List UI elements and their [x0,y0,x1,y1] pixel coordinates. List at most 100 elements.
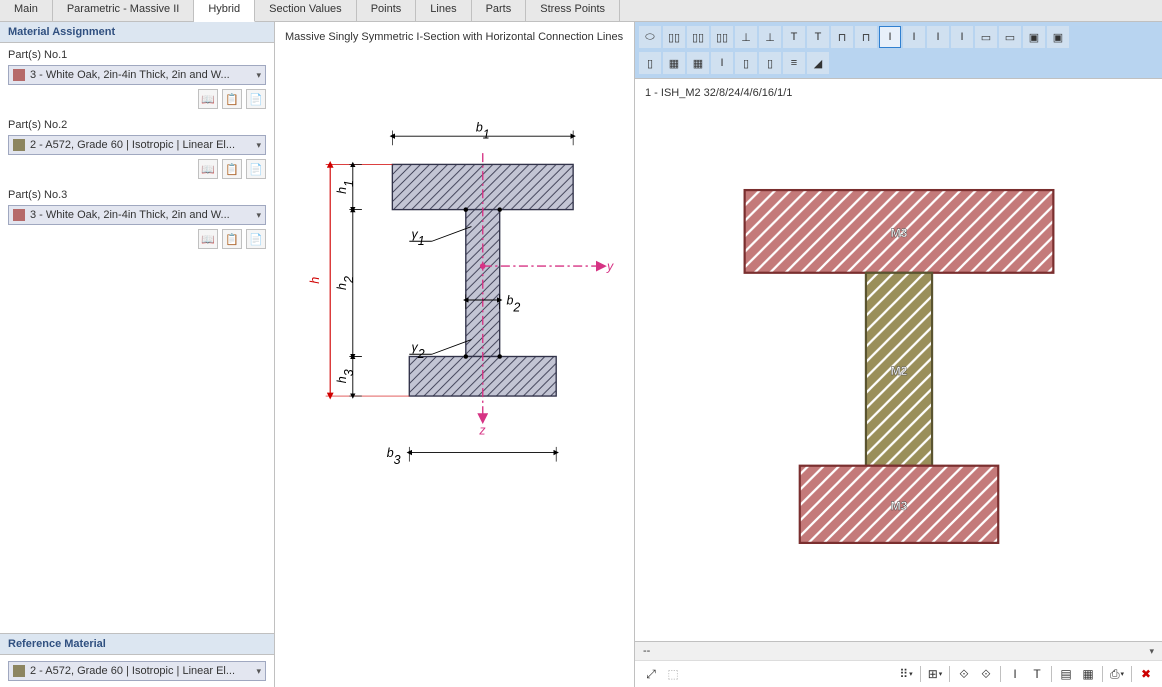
section-type-icon-10[interactable]: I [879,26,901,48]
svg-text:M2: M2 [890,364,907,378]
section-type-icon-0[interactable]: ⬭ [639,26,661,48]
tool-left-0[interactable]: ⤢ [641,664,661,684]
tab-hybrid[interactable]: Hybrid [194,0,255,22]
part-label: Part(s) No.1 [8,49,266,61]
section-type-icon-21[interactable]: I [711,52,733,74]
library-button[interactable]: 📖 [198,89,218,109]
tool-right-7[interactable]: ⟐ [976,664,996,684]
section-type-icon-20[interactable]: ▦ [687,52,709,74]
material-text: 3 - White Oak, 2in-4in Thick, 2in and W.… [30,209,252,221]
tab-section-values[interactable]: Section Values [255,0,357,21]
part-group-2: Part(s) No.22 - A572, Grade 60 | Isotrop… [8,119,266,179]
tool-right-10[interactable]: T [1027,664,1047,684]
section-type-icon-22[interactable]: ▯ [735,52,757,74]
diagram-title: Massive Singly Symmetric I-Section with … [285,30,624,44]
material-select[interactable]: 3 - White Oak, 2in-4in Thick, 2in and W.… [8,65,266,85]
reference-material-panel: Reference Material 2 - A572, Grade 60 | … [0,633,274,687]
section-type-icon-23[interactable]: ▯ [759,52,781,74]
svg-text:y: y [606,260,614,274]
tab-lines[interactable]: Lines [416,0,471,21]
section-type-icon-14[interactable]: ▭ [975,26,997,48]
reference-material-body: 2 - A572, Grade 60 | Isotropic | Linear … [0,655,274,687]
material-color-swatch [13,139,25,151]
material-assignment-body: Part(s) No.1 3 - White Oak, 2in-4in Thick… [0,43,274,633]
material-actions: 📖📋📄 [8,229,266,249]
section-type-icon-3[interactable]: ▯▯ [711,26,733,48]
render-area: M3M2M3 [635,103,1162,641]
part-group-3: Part(s) No.3 3 - White Oak, 2in-4in Thick… [8,189,266,249]
material-color-swatch [13,69,25,81]
section-type-icon-4[interactable]: ⊥ [735,26,757,48]
tool-left-1[interactable]: ⬚ [663,664,683,684]
copy-button[interactable]: 📄 [246,229,266,249]
material-text: 2 - A572, Grade 60 | Isotropic | Linear … [30,665,252,677]
reference-material-select[interactable]: 2 - A572, Grade 60 | Isotropic | Linear … [8,661,266,681]
section-type-icon-15[interactable]: ▭ [999,26,1021,48]
tool-right-6[interactable]: ⟐ [954,664,974,684]
material-color-swatch [13,209,25,221]
section-type-icon-19[interactable]: ▦ [663,52,685,74]
section-type-icon-5[interactable]: ⊥ [759,26,781,48]
new-button[interactable]: 📋 [222,159,242,179]
chevron-down-icon: ▾ [256,210,261,221]
section-type-icon-24[interactable]: ≡ [783,52,805,74]
section-type-icon-9[interactable]: ⊓ [855,26,877,48]
material-select[interactable]: 3 - White Oak, 2in-4in Thick, 2in and W.… [8,205,266,225]
copy-button[interactable]: 📄 [246,89,266,109]
section-type-icon-6[interactable]: T [783,26,805,48]
tool-right-15[interactable]: ⎙▾ [1107,664,1127,684]
tool-right-13[interactable]: ▦ [1078,664,1098,684]
section-type-icon-25[interactable]: ◢ [807,52,829,74]
chevron-down-icon: ▾ [256,140,261,151]
section-type-icon-11[interactable]: I [903,26,925,48]
toolbar-bottom: ⤢⬚ ⠿▾ ⊞▾ ⟐⟐ IT ▤▦ ⎙▾ ✖ [635,661,1162,687]
main-area: Material Assignment Part(s) No.1 3 - Whit… [0,22,1162,687]
status-select[interactable]: -- ▾ [635,642,1162,661]
library-button[interactable]: 📖 [198,229,218,249]
left-panel: Material Assignment Part(s) No.1 3 - Whit… [0,22,275,687]
reference-material-header: Reference Material [0,634,274,655]
section-type-icon-17[interactable]: ▣ [1047,26,1069,48]
material-assignment-header: Material Assignment [0,22,274,43]
tab-stress-points[interactable]: Stress Points [526,0,620,21]
section-type-icon-12[interactable]: I [927,26,949,48]
material-select[interactable]: 2 - A572, Grade 60 | Isotropic | Linear … [8,135,266,155]
tab-points[interactable]: Points [357,0,417,21]
svg-text:z: z [478,424,486,438]
new-button[interactable]: 📋 [222,89,242,109]
section-type-icon-2[interactable]: ▯▯ [687,26,709,48]
section-type-icon-13[interactable]: I [951,26,973,48]
section-type-icon-16[interactable]: ▣ [1023,26,1045,48]
part-label: Part(s) No.3 [8,189,266,201]
material-text: 2 - A572, Grade 60 | Isotropic | Linear … [30,139,252,151]
chevron-down-icon: ▾ [256,70,261,81]
section-type-icon-1[interactable]: ▯▯ [663,26,685,48]
tab-parametric-massive-ii[interactable]: Parametric - Massive II [53,0,194,21]
tool-right-0[interactable]: ⠿▾ [896,664,916,684]
chevron-down-icon: ▾ [1149,646,1154,657]
section-type-icon-18[interactable]: ▯ [639,52,661,74]
section-type-icon-7[interactable]: T [807,26,829,48]
diagram-panel: Massive Singly Symmetric I-Section with … [275,22,635,687]
tool-right-9[interactable]: I [1005,664,1025,684]
library-button[interactable]: 📖 [198,159,218,179]
svg-text:h: h [308,277,322,284]
tool-right-18[interactable]: ✖ [1136,664,1156,684]
tab-main[interactable]: Main [0,0,53,21]
render-svg: M3M2M3 [699,157,1099,587]
tool-right-3[interactable]: ⊞▾ [925,664,945,684]
copy-button[interactable]: 📄 [246,159,266,179]
svg-text:b2: b2 [506,294,520,315]
new-button[interactable]: 📋 [222,229,242,249]
render-panel: ⬭▯▯▯▯▯▯⊥⊥TT⊓⊓IIII▭▭▣▣▯▦▦I▯▯≡◢ 1 - ISH_M2… [635,22,1162,687]
svg-text:b1: b1 [476,121,490,142]
tool-right-12[interactable]: ▤ [1056,664,1076,684]
tab-bar: MainParametric - Massive IIHybridSection… [0,0,1162,22]
material-actions: 📖📋📄 [8,159,266,179]
diagram-svg: yzγ1γ2hh1h2h3b1b2b3 [285,50,624,550]
tab-parts[interactable]: Parts [472,0,527,21]
section-type-icon-8[interactable]: ⊓ [831,26,853,48]
svg-text:M3: M3 [890,499,907,513]
material-color-swatch [13,665,25,677]
material-text: 3 - White Oak, 2in-4in Thick, 2in and W.… [30,69,252,81]
